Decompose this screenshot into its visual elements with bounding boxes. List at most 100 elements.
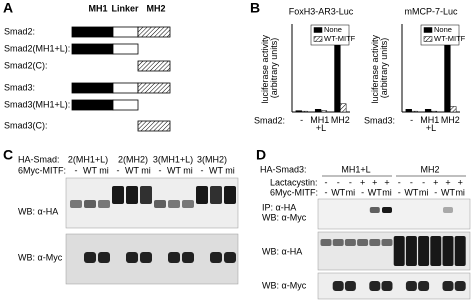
lane-label: mi xyxy=(183,165,193,175)
blot-label: WB: α-HA xyxy=(18,206,58,216)
chart-title: mMCP-7-Luc xyxy=(404,6,458,16)
construct-label: Smad2: xyxy=(4,26,35,36)
y-axis-label: luciferase activity (arbitrary units) xyxy=(260,32,279,103)
band xyxy=(98,200,110,208)
lane-label: WT xyxy=(368,187,382,197)
domain-box xyxy=(137,82,171,94)
band xyxy=(182,252,194,263)
x-tick-label: - xyxy=(410,115,413,125)
row-label: HA-Smad3: xyxy=(260,164,307,174)
band xyxy=(224,252,236,263)
band xyxy=(454,281,466,291)
x-axis-label: Smad3: xyxy=(364,115,395,125)
lane-label: + xyxy=(360,177,365,187)
x-tick-label: MH2 xyxy=(441,115,460,125)
row-label: 6Myc-MITF: xyxy=(270,187,318,197)
band xyxy=(405,281,417,291)
legend-swatch xyxy=(423,27,433,33)
domain-header: MH1 xyxy=(88,3,107,13)
lane-label: - xyxy=(75,165,78,175)
lane-label: mi xyxy=(455,187,465,197)
legend-swatch xyxy=(423,36,433,42)
band xyxy=(369,281,381,291)
domain-box xyxy=(112,82,139,94)
band xyxy=(98,252,110,263)
construct-label: Smad3(C): xyxy=(4,120,48,130)
band xyxy=(112,186,124,204)
band xyxy=(70,200,82,208)
band xyxy=(210,186,222,204)
domain-box xyxy=(137,60,171,72)
band xyxy=(442,236,454,266)
lane-label: + xyxy=(384,177,389,187)
bar xyxy=(424,109,432,113)
lane-label: mi xyxy=(141,165,151,175)
lane-label: - xyxy=(422,177,425,187)
band xyxy=(381,239,393,246)
domain-header: Linker xyxy=(111,3,139,13)
lane-label: mi xyxy=(382,187,392,197)
band xyxy=(182,200,194,208)
band xyxy=(140,186,152,204)
x-axis-label: Smad2: xyxy=(254,115,285,125)
band xyxy=(140,252,152,263)
band xyxy=(84,200,96,208)
bar xyxy=(320,110,328,113)
chart-title: FoxH3-AR3-Luc xyxy=(289,6,354,16)
band xyxy=(84,252,96,263)
legend-swatch xyxy=(313,27,323,33)
bar xyxy=(450,106,457,113)
blot xyxy=(317,198,471,230)
lane-label: - xyxy=(337,177,340,187)
construct-label: Smad3: xyxy=(4,82,35,92)
blot-label: WB: α-HA xyxy=(262,246,302,256)
band xyxy=(443,207,453,213)
legend-label: WT-MITF xyxy=(434,34,466,43)
band xyxy=(369,207,380,213)
blot-label: IP: α-HA xyxy=(262,202,296,212)
band xyxy=(442,281,454,291)
lane-label: + xyxy=(372,177,377,187)
band xyxy=(393,236,405,266)
lane-label: WT xyxy=(167,165,181,175)
lane-label: + xyxy=(433,177,438,187)
domain-box xyxy=(71,43,114,55)
bar xyxy=(411,110,418,113)
lane-label: - xyxy=(117,165,120,175)
band xyxy=(418,236,430,266)
band xyxy=(418,281,430,291)
lane-label: - xyxy=(325,187,328,197)
band xyxy=(357,239,369,246)
band xyxy=(210,252,222,263)
domain-box xyxy=(71,82,114,94)
bar xyxy=(430,110,438,113)
lane-label: - xyxy=(361,187,364,197)
panel-label: C xyxy=(3,147,13,163)
lane-label: - xyxy=(410,177,413,187)
domain-box xyxy=(71,99,114,111)
band xyxy=(332,239,344,246)
lane-label: mi xyxy=(419,187,429,197)
lane-label: WT xyxy=(441,187,455,197)
group-label: MH2 xyxy=(420,164,439,174)
lane-label: - xyxy=(398,187,401,197)
band xyxy=(454,236,466,266)
band xyxy=(168,252,180,263)
domain-box xyxy=(112,43,139,55)
band xyxy=(382,207,392,213)
blot-label: WB: α-Myc xyxy=(262,280,307,290)
band xyxy=(224,186,236,204)
band xyxy=(154,200,166,208)
y-axis-label: luciferase activity (arbitrary units) xyxy=(370,32,389,103)
band xyxy=(344,281,356,291)
domain-box xyxy=(137,26,171,38)
group-label: 3(MH1+L) xyxy=(153,154,193,164)
domain-box xyxy=(137,120,171,132)
x-tick-label: MH1 +L xyxy=(310,115,332,133)
x-tick-label: - xyxy=(300,115,303,125)
band xyxy=(196,186,208,204)
row-label: Lactacystin: xyxy=(270,177,318,187)
row-label: 6Myc-MITF: xyxy=(18,165,66,175)
panel-label: D xyxy=(256,147,266,163)
